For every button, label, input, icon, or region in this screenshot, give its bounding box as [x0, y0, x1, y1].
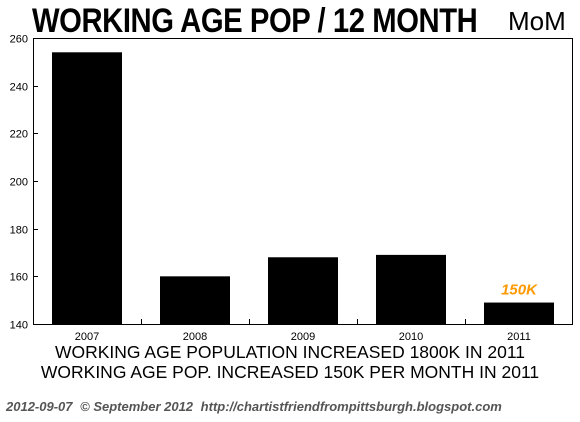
bars — [52, 52, 554, 325]
y-tick-label: 160 — [10, 272, 28, 284]
y-tick-label: 260 — [10, 34, 28, 46]
x-axis: 2007 2008 2009 2010 2011 — [75, 319, 531, 343]
bar-2008 — [160, 276, 230, 324]
y-tick-label: 140 — [10, 320, 28, 332]
note-line-2: WORKING AGE POP. INCREASED 150K PER MONT… — [40, 362, 540, 382]
y-tick-label: 220 — [10, 129, 28, 141]
y-tick-label: 240 — [10, 82, 28, 94]
bar-2007 — [52, 52, 122, 325]
chart-title: WORKING AGE POP / 12 MONTH — [32, 2, 478, 40]
footer-copyright: © September 2012 — [80, 399, 194, 414]
note-line-1: WORKING AGE POPULATION INCREASED 1800K I… — [54, 342, 526, 362]
footer-date: 2012-09-07 — [6, 399, 73, 414]
plot-frame — [33, 38, 573, 325]
footer: 2012-09-07 © September 2012 http://chart… — [6, 399, 506, 414]
x-tick-label: 2007 — [75, 331, 99, 343]
footer-url[interactable]: http://chartistfriendfrompittsburgh.blog… — [200, 399, 502, 414]
bar-2009 — [268, 257, 338, 324]
bar-2010 — [376, 254, 446, 324]
y-tick-label: 180 — [10, 225, 28, 237]
x-tick-label: 2010 — [399, 331, 423, 343]
bar-annotation: 150K — [501, 282, 538, 299]
y-tick-label: 200 — [10, 177, 28, 189]
x-tick-label: 2011 — [507, 331, 531, 343]
x-tick-label: 2009 — [291, 331, 315, 343]
bar-2011 — [484, 302, 554, 324]
chart-subtitle: MoM — [508, 6, 566, 36]
x-tick-label: 2008 — [183, 331, 207, 343]
